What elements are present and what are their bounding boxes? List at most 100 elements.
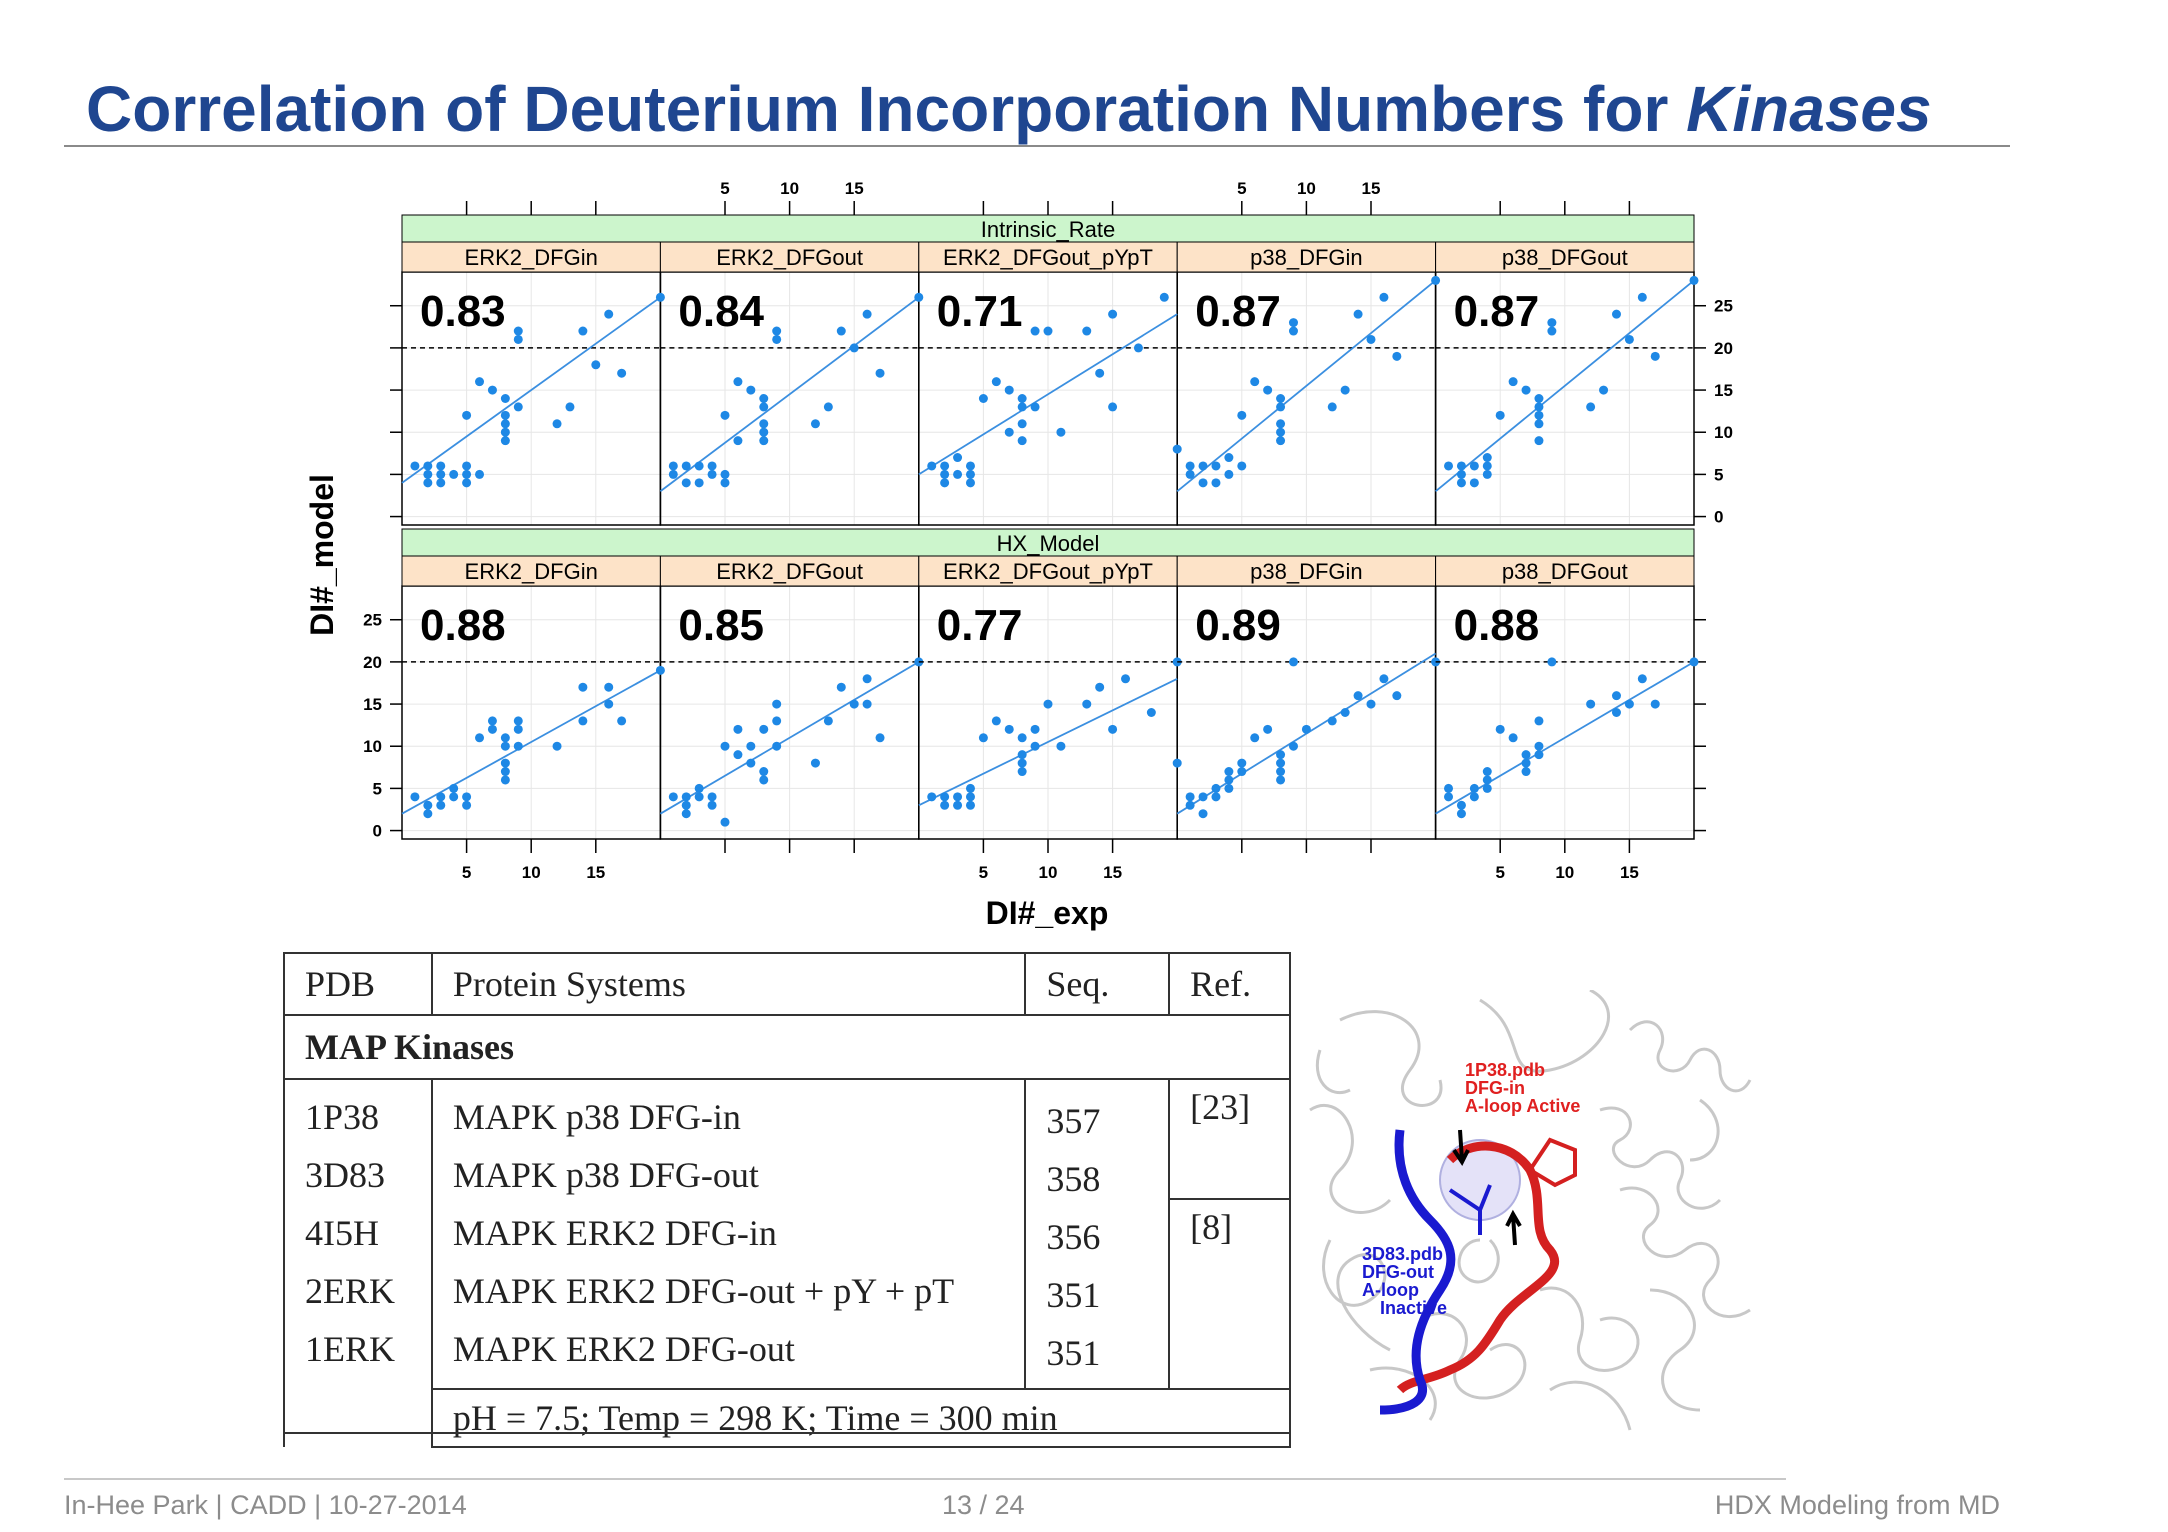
data-point <box>978 733 988 743</box>
data-point <box>500 741 510 751</box>
data-point <box>1456 469 1466 479</box>
data-point <box>1482 469 1492 479</box>
data-point <box>1469 478 1479 488</box>
data-point <box>1534 716 1544 726</box>
data-point <box>1276 419 1286 429</box>
footer-divider <box>64 1478 1786 1480</box>
fit-line <box>1176 279 1437 492</box>
data-point <box>1366 699 1376 709</box>
fit-line <box>918 313 1178 476</box>
data-point <box>1198 461 1208 471</box>
table-data-row: 1P38 3D83 4I5H 2ERK 1ERK MAPK p38 DFG-in… <box>283 1079 1291 1447</box>
data-point <box>1624 699 1634 709</box>
data-point <box>591 360 601 370</box>
x-tick-label: 10 <box>1297 179 1316 198</box>
data-point <box>707 800 717 810</box>
data-point <box>1288 741 1298 751</box>
data-point <box>681 461 691 471</box>
panel-strip-label: ERK2_DFGin <box>465 559 598 584</box>
data-point <box>759 402 769 412</box>
data-point <box>1276 750 1286 760</box>
data-point <box>953 469 963 479</box>
data-point <box>759 427 769 437</box>
arrow-active-icon <box>1452 1129 1470 1166</box>
data-point <box>1456 809 1466 819</box>
data-point <box>733 436 743 446</box>
y-tick-label: 10 <box>1714 423 1733 442</box>
data-point <box>1469 783 1479 793</box>
data-point <box>746 758 756 768</box>
data-point <box>1237 758 1247 768</box>
data-point <box>1288 318 1298 328</box>
y-tick-label: 15 <box>363 695 382 714</box>
data-point <box>1482 461 1492 471</box>
data-point <box>836 682 846 692</box>
data-point <box>810 758 820 768</box>
group-strip-label: HX_Model <box>997 531 1100 556</box>
ref-citation: [8] <box>1190 1207 1233 1247</box>
data-point <box>1198 478 1208 488</box>
data-point <box>500 394 510 403</box>
data-point <box>759 767 769 777</box>
data-point <box>681 809 691 819</box>
fit-line <box>401 296 661 484</box>
data-point <box>513 334 523 344</box>
x-tick-label: 15 <box>1620 863 1639 882</box>
data-point <box>487 716 497 726</box>
active-state-label: 1P38.pdb DFG-in A-loop Active <box>1465 1060 1580 1116</box>
data-point <box>513 402 523 412</box>
data-point <box>1004 427 1014 437</box>
panel-strip-label: p38_DFGin <box>1250 245 1363 270</box>
data-point <box>1547 657 1557 667</box>
data-point <box>875 368 885 378</box>
group-strip <box>401 214 1695 243</box>
data-point <box>578 682 588 692</box>
fit-line <box>659 296 920 492</box>
x-tick-label: 15 <box>1362 179 1381 198</box>
kinase-structure-image: 1P38.pdb DFG-in A-loop Active 3D83.pdb D… <box>1309 990 1752 1431</box>
data-point <box>1056 427 1066 437</box>
x-axis-label: DI#_exp <box>986 895 1109 931</box>
panel-strip-label: ERK2_DFGout_pYpT <box>943 245 1153 270</box>
correlation-value: 0.84 <box>678 287 764 336</box>
data-point <box>1095 682 1105 692</box>
data-point <box>1469 461 1479 471</box>
data-point <box>720 741 730 751</box>
pdb-id: 2ERK <box>305 1271 395 1311</box>
inactive-label-line: A-loop <box>1362 1280 1419 1300</box>
data-point <box>940 792 950 802</box>
data-point <box>668 792 678 802</box>
data-point <box>953 453 963 463</box>
y-tick-label: 25 <box>1714 297 1733 316</box>
footer-talk-title: HDX Modeling from MD <box>1714 1490 2000 1520</box>
x-tick-label: 5 <box>1495 863 1504 882</box>
data-point <box>1172 444 1182 454</box>
data-point <box>1521 750 1531 760</box>
data-point <box>1340 385 1350 395</box>
data-point <box>1185 792 1195 802</box>
data-point <box>449 469 459 479</box>
footer-author: In-Hee Park | CADD | 10-27-2014 <box>64 1490 467 1520</box>
data-point <box>1353 309 1363 319</box>
correlation-value: 0.71 <box>937 287 1023 336</box>
data-point <box>462 792 472 802</box>
data-point <box>694 478 704 488</box>
data-point <box>772 716 782 726</box>
data-point <box>1108 402 1118 412</box>
data-point <box>604 682 614 692</box>
data-point <box>772 741 782 751</box>
y-tick-label: 5 <box>373 779 382 798</box>
data-point <box>552 419 562 429</box>
data-point <box>513 716 523 726</box>
data-point <box>462 469 472 479</box>
panel-strip-label: ERK2_DFGout_pYpT <box>943 559 1153 584</box>
correlation-value: 0.89 <box>1195 601 1281 650</box>
seq-length: 357 <box>1046 1101 1101 1141</box>
table-systems-column: MAPK p38 DFG-in MAPK p38 DFG-out MAPK ER… <box>431 1079 1027 1389</box>
data-point <box>513 724 523 734</box>
data-point <box>1521 385 1531 395</box>
data-point <box>1599 385 1609 395</box>
data-point <box>604 309 614 319</box>
data-point <box>1108 724 1118 734</box>
group-strip-label: Intrinsic_Rate <box>981 217 1116 242</box>
